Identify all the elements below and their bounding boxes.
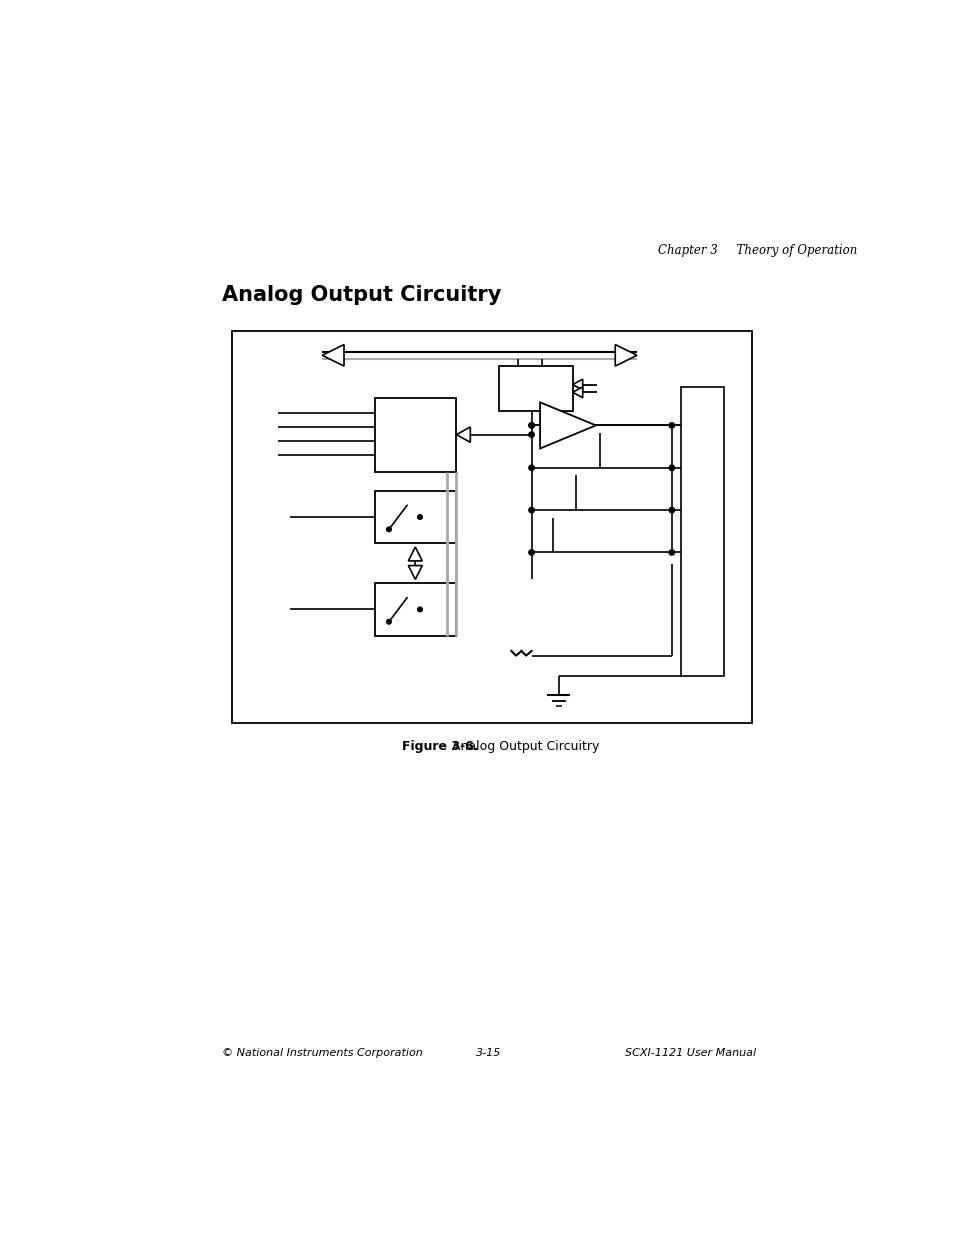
Text: © National Instruments Corporation: © National Instruments Corporation [221, 1047, 422, 1057]
Circle shape [417, 608, 422, 611]
Bar [375, 399, 456, 472]
Polygon shape [572, 379, 582, 390]
Text: 3-15: 3-15 [476, 1047, 501, 1057]
Polygon shape [572, 387, 582, 398]
Text: SCXI-1121 User Manual: SCXI-1121 User Manual [624, 1047, 756, 1057]
Circle shape [528, 466, 534, 471]
Text: Chapter 3     Theory of Operation: Chapter 3 Theory of Operation [658, 245, 857, 257]
Bar [498, 366, 572, 411]
Polygon shape [615, 345, 637, 366]
Bar [680, 387, 723, 676]
Polygon shape [539, 403, 596, 448]
Polygon shape [408, 547, 422, 561]
Text: Analog Output Circuitry: Analog Output Circuitry [452, 740, 599, 752]
Polygon shape [408, 566, 422, 579]
Circle shape [528, 508, 534, 513]
Bar [232, 331, 752, 724]
Polygon shape [322, 345, 344, 366]
Circle shape [528, 422, 534, 429]
Circle shape [528, 422, 534, 429]
Circle shape [668, 508, 674, 513]
Circle shape [386, 620, 391, 624]
Text: Analog Output Circuitry: Analog Output Circuitry [221, 285, 500, 305]
Circle shape [528, 550, 534, 556]
Circle shape [417, 515, 422, 520]
Circle shape [668, 550, 674, 556]
Circle shape [528, 432, 534, 437]
Text: Figure 3-6.: Figure 3-6. [402, 740, 478, 752]
Circle shape [668, 422, 674, 429]
Bar [375, 490, 456, 543]
Polygon shape [456, 427, 470, 442]
Circle shape [668, 466, 674, 471]
Circle shape [386, 527, 391, 531]
Bar [375, 583, 456, 636]
